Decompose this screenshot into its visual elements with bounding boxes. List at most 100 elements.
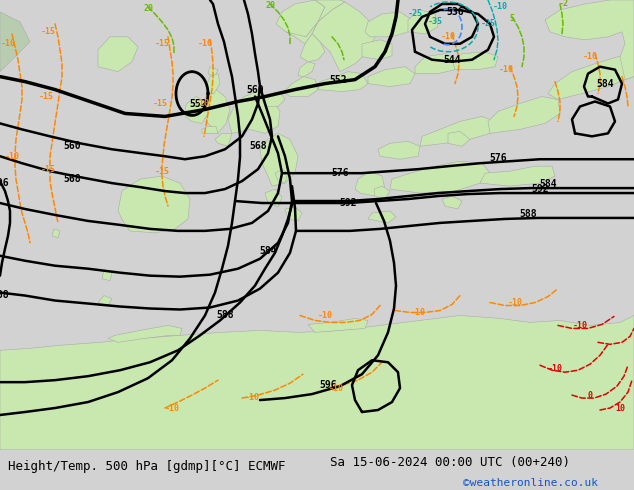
Text: -10: -10	[498, 65, 514, 74]
Text: 552: 552	[329, 74, 347, 85]
Text: 592: 592	[339, 198, 357, 208]
Text: 0: 0	[588, 391, 593, 399]
Polygon shape	[300, 34, 325, 62]
Text: -15: -15	[153, 99, 167, 108]
Text: -2: -2	[559, 0, 569, 8]
Polygon shape	[312, 2, 375, 72]
Text: -10: -10	[318, 311, 332, 320]
Text: -15: -15	[39, 92, 53, 101]
Polygon shape	[368, 211, 396, 223]
Text: Sa 15-06-2024 00:00 UTC (00+240): Sa 15-06-2024 00:00 UTC (00+240)	[330, 456, 570, 469]
Text: -15: -15	[155, 167, 169, 176]
Text: 596: 596	[319, 380, 337, 390]
Polygon shape	[284, 76, 318, 97]
Polygon shape	[368, 67, 415, 87]
Polygon shape	[442, 196, 462, 209]
Polygon shape	[390, 161, 490, 193]
Text: -10: -10	[573, 321, 588, 330]
Text: 576: 576	[489, 153, 507, 163]
Text: 10: 10	[615, 404, 625, 413]
Polygon shape	[355, 171, 385, 196]
Polygon shape	[420, 117, 495, 147]
Polygon shape	[488, 97, 560, 133]
Polygon shape	[262, 92, 285, 106]
Text: -15: -15	[155, 39, 169, 49]
Text: 596: 596	[0, 178, 9, 188]
Polygon shape	[202, 126, 218, 133]
Text: 588: 588	[216, 311, 234, 320]
Polygon shape	[98, 37, 138, 72]
Text: -10: -10	[507, 298, 522, 307]
Text: -10: -10	[195, 99, 209, 108]
Polygon shape	[98, 295, 112, 306]
Text: -10: -10	[410, 308, 425, 317]
Text: 20: 20	[143, 4, 153, 13]
Text: -25: -25	[481, 20, 496, 28]
Text: -10: -10	[441, 32, 455, 41]
Polygon shape	[448, 131, 470, 147]
Polygon shape	[362, 40, 392, 60]
Polygon shape	[365, 12, 412, 37]
Text: -10: -10	[164, 404, 179, 413]
Text: -10: -10	[4, 152, 20, 161]
Polygon shape	[298, 62, 315, 76]
Text: -15: -15	[41, 27, 56, 36]
Polygon shape	[185, 97, 208, 123]
Polygon shape	[265, 189, 282, 207]
Polygon shape	[308, 318, 368, 332]
Text: 584: 584	[259, 246, 277, 256]
Polygon shape	[102, 270, 112, 281]
Polygon shape	[378, 141, 420, 159]
Polygon shape	[206, 74, 220, 94]
Text: 552: 552	[189, 99, 207, 109]
Text: 5: 5	[510, 14, 515, 24]
Polygon shape	[215, 133, 232, 147]
Polygon shape	[0, 12, 30, 72]
Polygon shape	[0, 316, 634, 450]
Text: -10: -10	[583, 52, 597, 61]
Polygon shape	[480, 166, 555, 186]
Text: 560: 560	[246, 85, 264, 95]
Polygon shape	[52, 229, 60, 238]
Text: -35: -35	[427, 17, 443, 26]
Text: 588: 588	[0, 290, 9, 299]
Polygon shape	[452, 52, 498, 70]
Text: -15: -15	[41, 165, 56, 173]
Text: Height/Temp. 500 hPa [gdmp][°C] ECMWF: Height/Temp. 500 hPa [gdmp][°C] ECMWF	[8, 460, 285, 473]
Text: -10: -10	[328, 384, 344, 392]
Text: 592: 592	[531, 184, 549, 194]
Text: 544: 544	[443, 55, 461, 65]
Text: -10: -10	[493, 2, 507, 11]
Text: 560: 560	[63, 141, 81, 151]
Text: 584: 584	[539, 179, 557, 189]
Text: 588: 588	[519, 209, 537, 219]
Polygon shape	[415, 54, 458, 74]
Polygon shape	[202, 90, 230, 133]
Polygon shape	[285, 207, 302, 221]
Polygon shape	[286, 22, 318, 44]
Text: -10: -10	[548, 364, 562, 373]
Polygon shape	[374, 186, 390, 199]
Polygon shape	[548, 54, 634, 99]
Text: 20: 20	[265, 1, 275, 10]
Text: 576: 576	[331, 168, 349, 178]
Polygon shape	[260, 141, 288, 159]
Text: 568: 568	[63, 174, 81, 184]
Text: 536: 536	[446, 7, 464, 17]
Polygon shape	[408, 10, 438, 34]
Text: 584: 584	[596, 78, 614, 89]
Text: -10: -10	[1, 39, 15, 49]
Polygon shape	[545, 0, 634, 79]
Text: ©weatheronline.co.uk: ©weatheronline.co.uk	[463, 478, 598, 488]
Polygon shape	[208, 67, 218, 76]
Polygon shape	[260, 133, 298, 186]
Text: -10: -10	[198, 39, 212, 49]
Polygon shape	[315, 0, 345, 22]
Polygon shape	[118, 176, 190, 233]
Text: -25: -25	[408, 9, 422, 19]
Polygon shape	[276, 0, 325, 37]
Polygon shape	[108, 325, 182, 343]
Polygon shape	[275, 169, 288, 183]
Text: 568: 568	[249, 141, 267, 151]
Text: -10: -10	[245, 392, 259, 402]
